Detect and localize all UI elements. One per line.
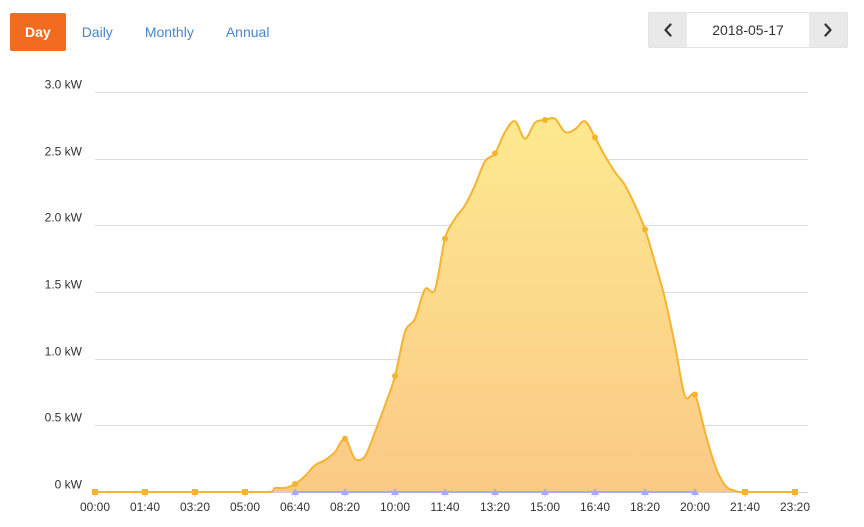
y-tick-label: 2.0 kW (45, 211, 83, 225)
power-area-fill (95, 117, 795, 492)
power-data-point[interactable] (92, 489, 98, 495)
y-tick-label: 1.5 kW (45, 278, 83, 292)
power-data-point[interactable] (242, 489, 248, 495)
secondary-data-point[interactable] (641, 488, 649, 495)
secondary-data-point[interactable] (441, 488, 449, 495)
power-data-point[interactable] (442, 235, 448, 242)
date-navigator: 2018-05-17 (648, 12, 848, 48)
power-series-line (94, 116, 795, 494)
power-data-point[interactable] (592, 134, 598, 141)
tab-monthly[interactable]: Monthly (144, 24, 194, 40)
x-axis-labels: 00:00 01:40 03:20 05:00 06:40 08:20 10:00 11:40… (80, 492, 810, 514)
x-tick-label: 15:00 (530, 500, 560, 514)
secondary-data-point[interactable] (341, 488, 349, 495)
current-date[interactable]: 2018-05-17 (687, 13, 809, 47)
x-tick-label: 21:40 (730, 500, 760, 514)
power-data-point[interactable] (692, 391, 698, 398)
power-data-point[interactable] (792, 489, 798, 495)
power-data-point[interactable] (642, 226, 648, 233)
tab-daily[interactable]: Daily (81, 24, 113, 40)
power-data-point[interactable] (192, 489, 198, 495)
y-tick-label: 3.0 kW (45, 78, 83, 92)
y-tick-label: 0 kW (55, 478, 83, 492)
secondary-data-point[interactable] (291, 488, 299, 495)
prev-date-button[interactable] (649, 13, 687, 47)
power-data-point[interactable] (392, 373, 398, 379)
power-data-point[interactable] (342, 435, 348, 442)
x-tick-label: 13:20 (480, 500, 510, 514)
power-data-point[interactable] (292, 481, 298, 487)
secondary-data-point[interactable] (491, 488, 499, 495)
secondary-data-point[interactable] (541, 488, 549, 495)
y-tick-label: 2.5 kW (45, 145, 83, 159)
x-tick-label: 20:00 (680, 500, 710, 514)
power-data-point[interactable] (542, 117, 548, 123)
view-tabs: Day Daily Monthly Annual (10, 13, 285, 51)
next-date-button[interactable] (809, 13, 847, 47)
tab-day[interactable]: Day (10, 13, 66, 51)
x-tick-label: 00:00 (80, 500, 110, 514)
secondary-data-point[interactable] (691, 488, 699, 495)
x-tick-label: 18:20 (630, 500, 660, 514)
y-tick-label: 0.5 kW (45, 411, 83, 425)
x-tick-label: 03:20 (180, 500, 210, 514)
secondary-data-point[interactable] (591, 488, 599, 495)
y-tick-label: 1.0 kW (45, 345, 83, 359)
power-data-point[interactable] (142, 489, 148, 495)
power-data-point[interactable] (742, 489, 748, 495)
x-tick-label: 01:40 (130, 500, 160, 514)
x-tick-label: 10:00 (380, 500, 410, 514)
power-data-point[interactable] (492, 150, 498, 157)
series-layer (92, 116, 798, 495)
y-axis-labels: 0 kW 0.5 kW 1.0 kW 1.5 kW 2.0 kW 2.5 kW 3.0 kW (45, 78, 83, 492)
chevron-right-icon (824, 23, 832, 37)
x-tick-label: 11:40 (430, 500, 459, 514)
x-tick-label: 23:20 (780, 500, 810, 514)
secondary-data-point[interactable] (391, 488, 399, 495)
x-tick-label: 08:20 (330, 500, 360, 514)
chevron-left-icon (664, 23, 672, 37)
x-tick-label: 06:40 (280, 500, 310, 514)
x-tick-label: 05:00 (230, 500, 260, 514)
x-tick-label: 16:40 (580, 500, 610, 514)
tab-annual[interactable]: Annual (225, 24, 270, 40)
